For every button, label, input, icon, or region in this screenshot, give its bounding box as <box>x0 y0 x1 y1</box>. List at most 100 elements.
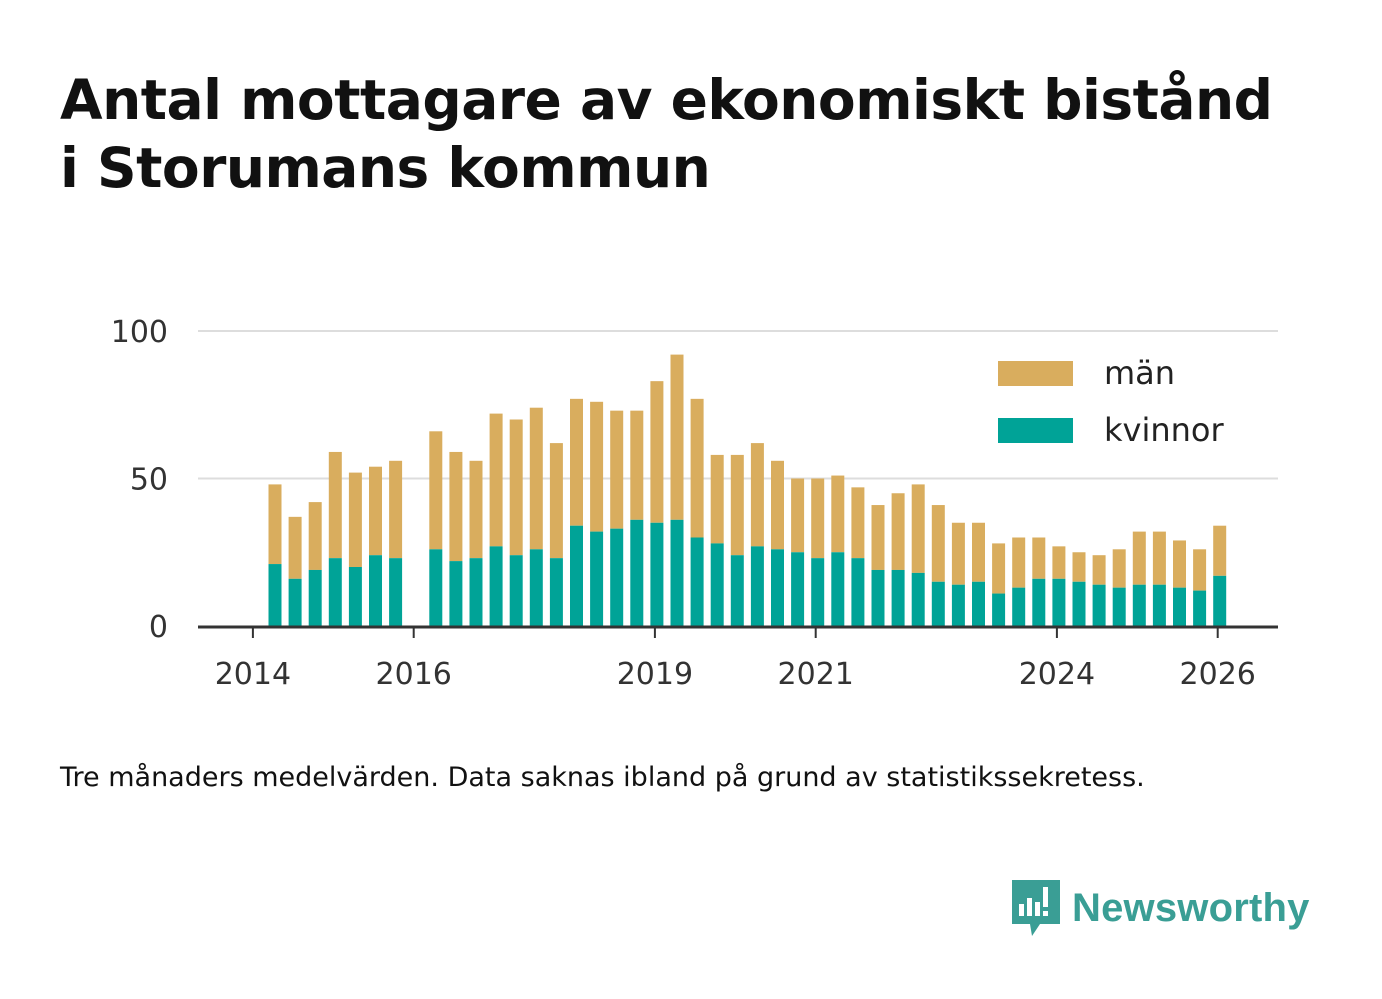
bar-kvinnor <box>730 555 744 626</box>
bar-man <box>791 478 805 553</box>
bar-kvinnor <box>369 555 382 626</box>
bar-man <box>972 522 985 582</box>
bar-man <box>911 484 925 573</box>
bar-man <box>630 410 644 520</box>
bar-kvinnor <box>570 525 583 626</box>
bar-man <box>429 431 443 550</box>
bar-man <box>549 443 563 559</box>
bar-man <box>690 398 704 538</box>
chart-title: Antal mottagare av ekonomiskt bistånd i … <box>60 66 1340 202</box>
y-tick-label: 0 <box>149 610 168 645</box>
bar-kvinnor <box>951 584 965 626</box>
bar-kvinnor <box>1152 584 1166 626</box>
x-axis: 2014 2016 2019 2021 2024 2026 <box>198 625 1278 692</box>
bar-man <box>268 484 282 565</box>
bar-man <box>1032 537 1046 579</box>
bar-man <box>771 460 784 550</box>
x-tick-label: 2016 <box>376 657 452 692</box>
bar-kvinnor <box>1052 578 1066 626</box>
bars <box>268 354 1227 626</box>
bar-kvinnor <box>992 593 1006 626</box>
bar-man <box>288 516 302 579</box>
y-tick-label: 100 <box>111 315 168 350</box>
bar-man <box>308 502 322 570</box>
legend-swatch <box>998 418 1073 443</box>
bar-kvinnor <box>389 558 403 626</box>
bar-kvinnor <box>750 546 764 626</box>
legend-label: män <box>1104 354 1175 392</box>
bar-man <box>992 543 1006 594</box>
bar-kvinnor <box>1213 575 1227 626</box>
bar-man <box>328 451 342 559</box>
bar-man <box>730 454 744 556</box>
bar-kvinnor <box>489 546 503 626</box>
bar-man <box>1072 552 1086 582</box>
brand-logo: Newsworthy <box>1010 878 1310 938</box>
bar-man <box>831 475 845 553</box>
bar-man <box>590 401 604 532</box>
bar-man <box>529 407 543 550</box>
bar-kvinnor <box>590 531 604 626</box>
bar-kvinnor <box>1072 581 1086 626</box>
bar-kvinnor <box>1173 587 1186 626</box>
bar-kvinnor <box>549 558 563 626</box>
bar-man <box>389 460 403 559</box>
bar-kvinnor <box>308 569 322 626</box>
x-tick-label: 2024 <box>1019 657 1095 692</box>
bar-kvinnor <box>610 528 624 626</box>
bar-kvinnor <box>429 549 443 626</box>
newsworthy-logo-icon <box>1012 880 1060 936</box>
bar-man <box>348 472 362 567</box>
bar-man <box>1213 525 1227 576</box>
bar-man <box>1132 531 1146 585</box>
bar-kvinnor <box>791 552 805 626</box>
stacked-bar-chart: 0 50 100 2014 2016 2019 2021 2024 2026 män kvinn… <box>111 315 1278 692</box>
bar-man <box>1152 531 1166 585</box>
bar-kvinnor <box>771 549 784 626</box>
bar-man <box>509 419 523 556</box>
bar-kvinnor <box>690 537 704 626</box>
bar-man <box>1052 546 1066 579</box>
bar-kvinnor <box>871 569 885 626</box>
bar-kvinnor <box>449 561 463 626</box>
bar-kvinnor <box>891 569 905 626</box>
bar-man <box>750 443 764 547</box>
title-line-1: Antal mottagare av ekonomiskt bistånd <box>60 68 1273 132</box>
bar-man <box>1092 555 1106 585</box>
bar-kvinnor <box>710 543 724 626</box>
bar-man <box>489 413 503 547</box>
bar-kvinnor <box>851 558 865 626</box>
bar-man <box>951 522 965 585</box>
bar-man <box>469 460 483 559</box>
bar-man <box>1012 537 1026 588</box>
bar-kvinnor <box>288 578 302 626</box>
bar-kvinnor <box>972 581 985 626</box>
bar-kvinnor <box>931 581 945 626</box>
x-tick-label: 2021 <box>778 657 854 692</box>
bar-man <box>811 478 825 559</box>
brand-name: Newsworthy <box>1072 885 1310 930</box>
bar-man <box>650 381 664 523</box>
bar-man <box>570 398 583 526</box>
bar-man <box>369 466 382 556</box>
legend: män kvinnor <box>998 354 1225 449</box>
bar-kvinnor <box>1132 584 1146 626</box>
bar-kvinnor <box>469 558 483 626</box>
bar-kvinnor <box>509 555 523 626</box>
bar-kvinnor <box>529 549 543 626</box>
legend-swatch <box>998 361 1073 386</box>
bar-kvinnor <box>1092 584 1106 626</box>
bar-kvinnor <box>268 564 282 626</box>
bar-man <box>610 410 624 529</box>
bar-kvinnor <box>911 572 925 626</box>
bar-man <box>851 487 865 559</box>
title-line-2: i Storumans kommun <box>60 136 711 200</box>
legend-label: kvinnor <box>1104 411 1225 449</box>
bar-kvinnor <box>1112 587 1126 626</box>
bar-man <box>710 454 724 544</box>
bar-kvinnor <box>630 519 644 626</box>
x-tick-label: 2026 <box>1180 657 1256 692</box>
bar-man <box>449 451 463 562</box>
y-tick-label: 50 <box>130 463 168 498</box>
bar-kvinnor <box>831 552 845 626</box>
